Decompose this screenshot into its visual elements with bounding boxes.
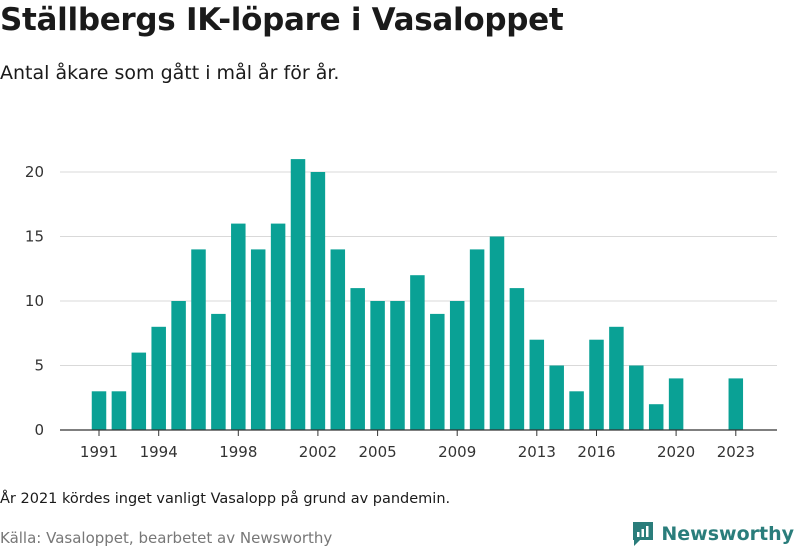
x-axis-ticks: 1991 1994 1998 2002 2005 2009 2013 2016 2020 2023 [80, 430, 755, 461]
y-tick-label: 0 [34, 421, 44, 439]
bar-1999 [250, 249, 266, 430]
x-tick-label: 2005 [359, 443, 397, 461]
bar-2017 [609, 326, 624, 430]
bar-2019 [648, 404, 664, 430]
x-tick-label: 1998 [219, 443, 257, 461]
bar-1997 [211, 313, 226, 430]
bar-1991 [91, 391, 107, 430]
bar-2015 [569, 391, 584, 430]
bar-2006 [390, 301, 405, 430]
footnote: År 2021 kördes inget vanligt Vasalopp på… [0, 491, 451, 507]
bar-2009 [449, 301, 465, 430]
y-tick-label: 20 [25, 163, 44, 181]
source-credit: Källa: Vasaloppet, bearbetet av Newswort… [0, 529, 333, 547]
x-tick-label: 2002 [299, 443, 337, 461]
y-tick-label: 10 [25, 292, 44, 310]
y-tick-label: 5 [34, 357, 44, 375]
y-axis-ticks: 0 5 10 15 20 [25, 163, 44, 439]
bar-1998 [231, 223, 246, 430]
y-tick-label: 15 [25, 228, 44, 246]
x-tick-label: 2009 [438, 443, 476, 461]
x-tick-label: 1991 [80, 443, 118, 461]
bar-1992 [111, 391, 127, 430]
bar-chart: 0 5 10 15 20 1991 1994 1998 2002 2005 2009 2013 201… [25, 159, 777, 461]
bar-2023 [728, 378, 744, 430]
chart-title: Ställbergs IK-löpare i Vasaloppet [0, 2, 564, 38]
bar-1996 [191, 249, 206, 430]
x-tick-label: 2013 [518, 443, 556, 461]
x-tick-label: 2016 [577, 443, 615, 461]
bars [91, 159, 744, 430]
bar-2016 [589, 339, 604, 430]
bar-2014 [549, 365, 564, 430]
bar-2007 [410, 275, 425, 430]
bar-2002 [310, 172, 326, 430]
bar-2010 [469, 249, 485, 430]
x-tick-label: 1994 [140, 443, 178, 461]
bar-2012 [509, 288, 525, 430]
newsworthy-logo: Newsworthy [631, 520, 794, 548]
bar-2001 [290, 159, 306, 430]
bar-2005 [370, 301, 385, 430]
bar-2004 [350, 288, 365, 430]
x-tick-label: 2020 [657, 443, 695, 461]
bar-1994 [151, 326, 166, 430]
chart-subtitle: Antal åkare som gått i mål år för år. [0, 62, 340, 84]
bar-1995 [171, 301, 186, 430]
bar-2000 [270, 223, 286, 430]
bar-2008 [430, 313, 445, 430]
logo-text: Newsworthy [661, 523, 794, 545]
bar-2013 [529, 339, 545, 430]
bar-2018 [629, 365, 644, 430]
x-tick-label: 2023 [717, 443, 755, 461]
bar-2003 [330, 249, 346, 430]
bar-1993 [131, 352, 147, 430]
bar-2011 [489, 236, 505, 430]
newsworthy-logo-icon [633, 522, 654, 546]
bar-2020 [668, 378, 684, 430]
